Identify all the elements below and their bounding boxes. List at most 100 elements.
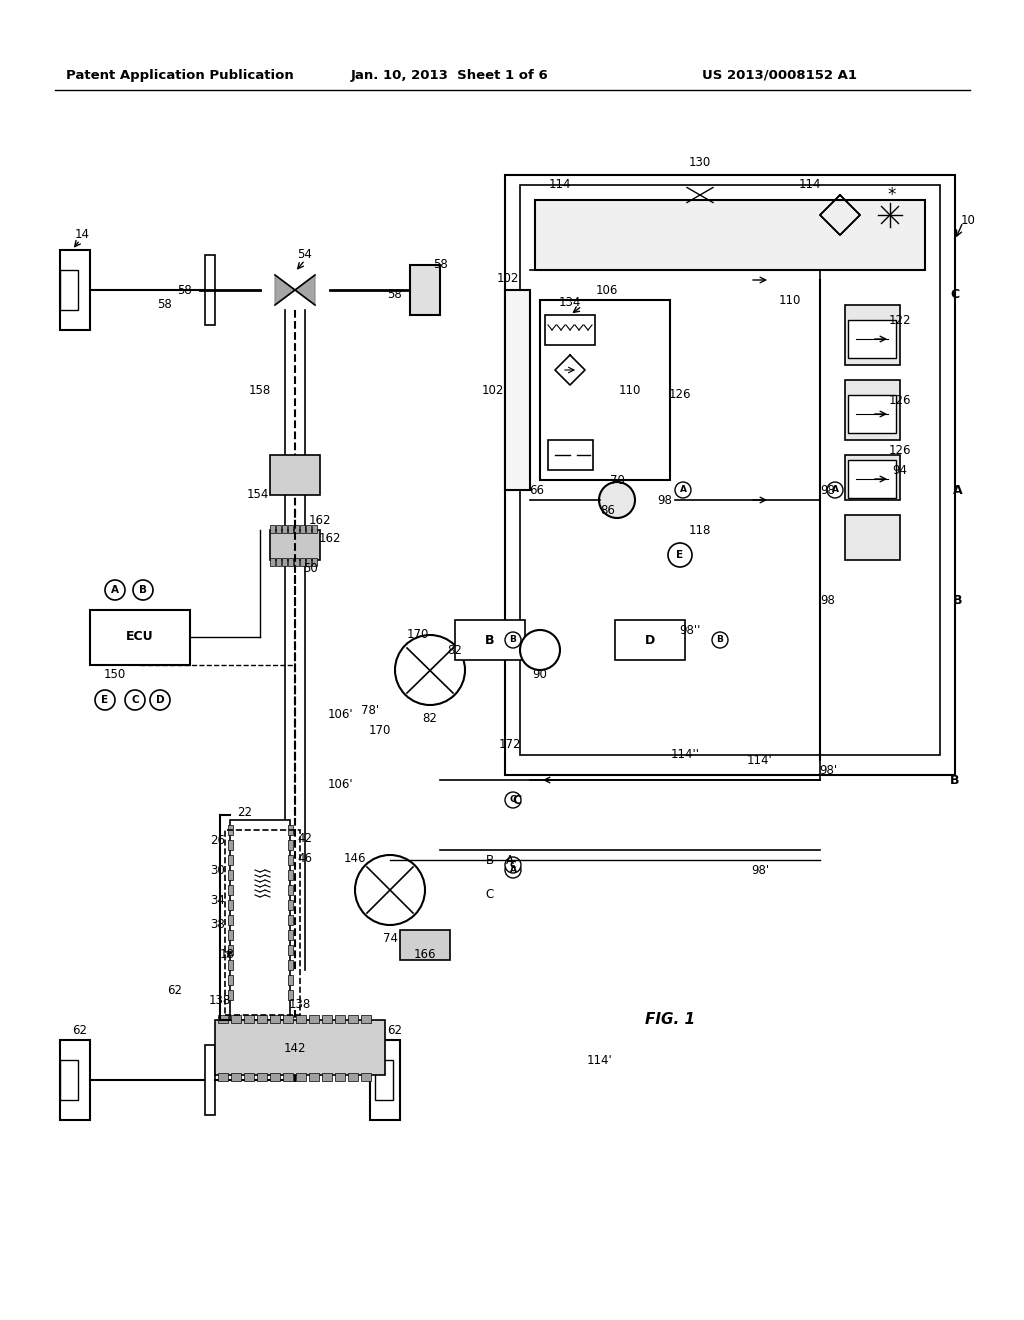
Text: 142: 142: [284, 1041, 306, 1055]
Circle shape: [505, 857, 521, 873]
Text: 154: 154: [247, 488, 269, 502]
Bar: [228, 870, 233, 880]
Text: A: A: [506, 854, 514, 866]
Text: 138: 138: [209, 994, 231, 1006]
Circle shape: [712, 632, 728, 648]
Bar: [288, 990, 293, 1001]
Bar: [225, 830, 300, 1015]
Text: 62: 62: [387, 1023, 402, 1036]
Text: 30: 30: [211, 863, 225, 876]
Bar: [335, 1073, 345, 1081]
Text: 150: 150: [103, 668, 126, 681]
Bar: [60, 1040, 90, 1119]
Text: B: B: [950, 774, 959, 787]
Bar: [228, 884, 233, 895]
Text: 78': 78': [360, 704, 379, 717]
Text: 102: 102: [497, 272, 519, 285]
Bar: [276, 558, 281, 566]
Bar: [375, 1060, 393, 1100]
Bar: [257, 1015, 267, 1023]
Bar: [410, 265, 440, 315]
Circle shape: [599, 482, 635, 517]
Bar: [288, 558, 293, 566]
Text: A: A: [831, 486, 839, 495]
Text: 166: 166: [414, 949, 436, 961]
Text: 46: 46: [298, 851, 312, 865]
Text: 94: 94: [893, 463, 907, 477]
Text: E: E: [101, 696, 109, 705]
Text: 170: 170: [407, 628, 429, 642]
Text: 172: 172: [499, 738, 521, 751]
Text: 134: 134: [559, 296, 582, 309]
Bar: [294, 525, 299, 533]
Circle shape: [505, 632, 521, 648]
Bar: [228, 975, 233, 985]
Text: 106': 106': [328, 779, 353, 792]
Bar: [228, 915, 233, 925]
Text: 122: 122: [889, 314, 911, 326]
Bar: [548, 440, 593, 470]
Bar: [455, 620, 525, 660]
Text: 126: 126: [889, 444, 911, 457]
Text: ECU: ECU: [126, 631, 154, 644]
Bar: [60, 249, 90, 330]
Text: 42: 42: [298, 832, 312, 845]
Bar: [312, 558, 317, 566]
Bar: [348, 1073, 358, 1081]
Bar: [288, 884, 293, 895]
Text: 62: 62: [73, 1023, 87, 1036]
Text: A: A: [953, 483, 963, 496]
Text: 58: 58: [432, 259, 447, 272]
Bar: [282, 525, 287, 533]
Bar: [228, 945, 233, 954]
Text: 130: 130: [689, 156, 711, 169]
Text: 90: 90: [532, 668, 548, 681]
Bar: [361, 1015, 371, 1023]
Bar: [348, 1015, 358, 1023]
Circle shape: [105, 579, 125, 601]
Polygon shape: [295, 275, 315, 305]
Bar: [228, 960, 233, 970]
Bar: [90, 610, 190, 665]
Bar: [288, 931, 293, 940]
Text: 14: 14: [75, 228, 90, 242]
Bar: [848, 319, 896, 358]
Circle shape: [505, 862, 521, 878]
Bar: [270, 1073, 280, 1081]
Bar: [228, 990, 233, 1001]
Bar: [845, 380, 900, 440]
Text: 74: 74: [383, 932, 397, 945]
Text: C: C: [512, 793, 521, 807]
Bar: [231, 1015, 241, 1023]
Circle shape: [133, 579, 153, 601]
Text: 82: 82: [423, 711, 437, 725]
Bar: [845, 515, 900, 560]
Bar: [300, 525, 305, 533]
Text: FIG. 1: FIG. 1: [645, 1012, 695, 1027]
Bar: [361, 1073, 371, 1081]
Bar: [205, 255, 215, 325]
Text: E: E: [677, 550, 684, 560]
Bar: [288, 945, 293, 954]
Bar: [218, 1015, 228, 1023]
Text: 22: 22: [238, 805, 253, 818]
Text: C: C: [510, 861, 516, 870]
Bar: [520, 185, 940, 755]
Text: 162: 162: [318, 532, 341, 544]
Bar: [288, 960, 293, 970]
Circle shape: [355, 855, 425, 925]
Bar: [288, 870, 293, 880]
Text: 86: 86: [600, 503, 615, 516]
Text: Jan. 10, 2013  Sheet 1 of 6: Jan. 10, 2013 Sheet 1 of 6: [351, 69, 549, 82]
Text: C: C: [950, 289, 959, 301]
Bar: [322, 1015, 332, 1023]
Circle shape: [675, 482, 691, 498]
Text: B: B: [953, 594, 963, 606]
Text: 118: 118: [689, 524, 712, 536]
Bar: [270, 455, 319, 495]
Text: 114': 114': [748, 754, 773, 767]
Bar: [228, 840, 233, 850]
Bar: [60, 271, 78, 310]
Text: US 2013/0008152 A1: US 2013/0008152 A1: [702, 69, 857, 82]
Text: 98': 98': [819, 763, 837, 776]
